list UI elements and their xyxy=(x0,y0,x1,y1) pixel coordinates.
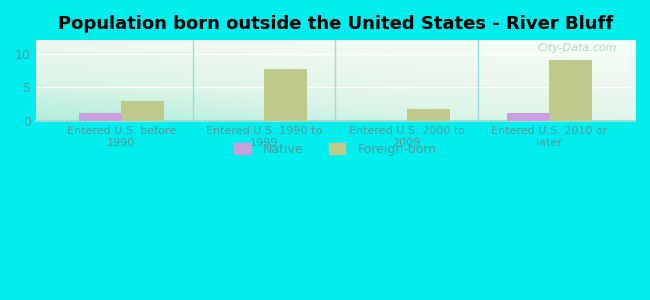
Text: City-Data.com: City-Data.com xyxy=(538,43,617,52)
Bar xyxy=(122,101,164,121)
Bar xyxy=(506,113,549,121)
Bar xyxy=(407,109,450,121)
Title: Population born outside the United States - River Bluff: Population born outside the United State… xyxy=(58,15,613,33)
Bar xyxy=(79,113,122,121)
Legend: Native, Foreign-born: Native, Foreign-born xyxy=(228,136,443,162)
Bar xyxy=(549,60,592,121)
Bar xyxy=(264,69,307,121)
